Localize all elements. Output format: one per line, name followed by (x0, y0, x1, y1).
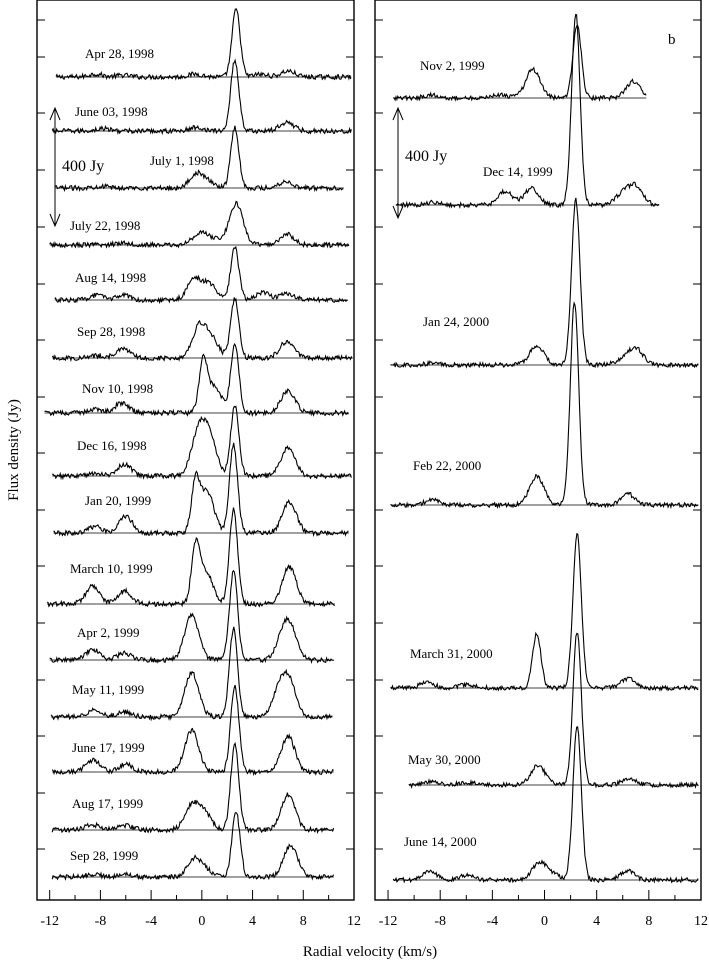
epoch-label: July 22, 1998 (70, 218, 140, 233)
epoch-label: Jan 20, 1999 (85, 493, 151, 508)
panel-b: -12 -8 -4 0 4 8 12 Nov 2, 1999 Dec 14, 1999 Jan … (374, 0, 708, 929)
panel-a-scale-bar: 400 Jy (49, 106, 104, 228)
spectrum-line (50, 626, 333, 722)
epoch-label: Aug 17, 1999 (72, 796, 143, 811)
epoch-label: May 11, 1999 (72, 682, 144, 697)
epoch-label: Dec 14, 1999 (483, 164, 553, 179)
epoch-label: June 14, 2000 (404, 834, 477, 849)
spectrum-line (51, 741, 335, 835)
panel-a-spectra: Apr 28, 1998 June 03, 1998 July 1, 1998 Jul… (44, 8, 353, 882)
epoch-label: Sep 28, 1998 (77, 324, 145, 339)
spectrum-line (49, 569, 334, 664)
panel-a-frame (36, 0, 355, 901)
x-tick-label: 0 (541, 914, 548, 929)
x-tick-label: -12 (379, 914, 398, 929)
panel-b-ticks (375, 19, 702, 900)
panel-b-label: b (668, 32, 676, 48)
epoch-label: June 03, 1998 (75, 104, 148, 119)
spectrum-line (52, 405, 352, 481)
epoch-label: May 30, 2000 (408, 752, 481, 767)
spectrum-line (55, 8, 352, 81)
epoch-label: Nov 10, 1998 (82, 381, 153, 396)
epoch-label: Nov 2, 1999 (420, 58, 485, 73)
spectrum-line (390, 532, 699, 692)
x-tick-label: -4 (487, 914, 499, 929)
epoch-label: March 31, 2000 (410, 646, 493, 661)
epoch-label: Aug 14, 1998 (75, 270, 146, 285)
panel-b-frame (374, 0, 702, 901)
spectrum-line (54, 245, 348, 305)
panel-a-tick-labels: -12 -8 -4 0 4 8 12 (40, 914, 361, 929)
epoch-label: Apr 28, 1998 (85, 46, 154, 61)
y-axis-label: Flux density (Jy) (6, 399, 22, 501)
panel-a: -12 -8 -4 0 4 8 12 Apr 28, 1998 June 03, 1998 Ju… (36, 0, 361, 929)
epoch-label: June 17, 1999 (72, 740, 145, 755)
epoch-label: Dec 16, 1998 (77, 438, 147, 453)
epoch-label: Apr 2, 1999 (77, 625, 139, 640)
x-tick-label: 8 (300, 914, 307, 929)
epoch-label: Feb 22, 2000 (413, 458, 481, 473)
spectrum-line (51, 811, 335, 882)
spectrum-line (51, 297, 353, 363)
epoch-label: March 10, 1999 (70, 561, 153, 576)
spectrum-line (393, 24, 647, 102)
x-axis-label: Radial velocity (km/s) (303, 944, 437, 960)
panel-a-ticks (37, 19, 355, 900)
spectrum-line (390, 197, 699, 369)
x-tick-label: 4 (593, 914, 600, 929)
spectrum-line (51, 58, 352, 136)
panel-b-scale-label: 400 Jy (405, 148, 447, 165)
spectrum-line (408, 632, 699, 790)
epoch-label: Sep 28, 1999 (70, 848, 138, 863)
x-tick-label: 8 (645, 914, 652, 929)
x-tick-label: 4 (249, 914, 256, 929)
x-tick-label: -8 (95, 914, 107, 929)
spectrum-line (46, 507, 336, 608)
epoch-label: July 1, 1998 (150, 153, 214, 168)
panel-a-scale-label: 400 Jy (62, 158, 104, 175)
x-tick-label: 12 (694, 914, 708, 929)
panel-b-tick-labels: -12 -8 -4 0 4 8 12 (379, 914, 708, 929)
epoch-label: Jan 24, 2000 (423, 314, 489, 329)
spectrum-line (49, 200, 350, 249)
spectrum-line (53, 442, 349, 538)
x-tick-label: -8 (434, 914, 446, 929)
x-tick-label: -12 (40, 914, 59, 929)
x-tick-label: 12 (347, 914, 361, 929)
x-tick-label: 0 (198, 914, 205, 929)
panel-b-scale-bar: 400 Jy (392, 106, 447, 220)
spectrum-line (392, 726, 699, 884)
spectrum-line (390, 301, 699, 510)
spectrum-line (44, 342, 349, 418)
spectrum-line (51, 684, 334, 777)
spectrum-line (395, 13, 660, 209)
spectrum-line (54, 125, 344, 193)
panel-b-spectra: Nov 2, 1999 Dec 14, 1999 Jan 24, 2000 Feb 2… (390, 13, 699, 884)
x-tick-label: -4 (145, 914, 157, 929)
